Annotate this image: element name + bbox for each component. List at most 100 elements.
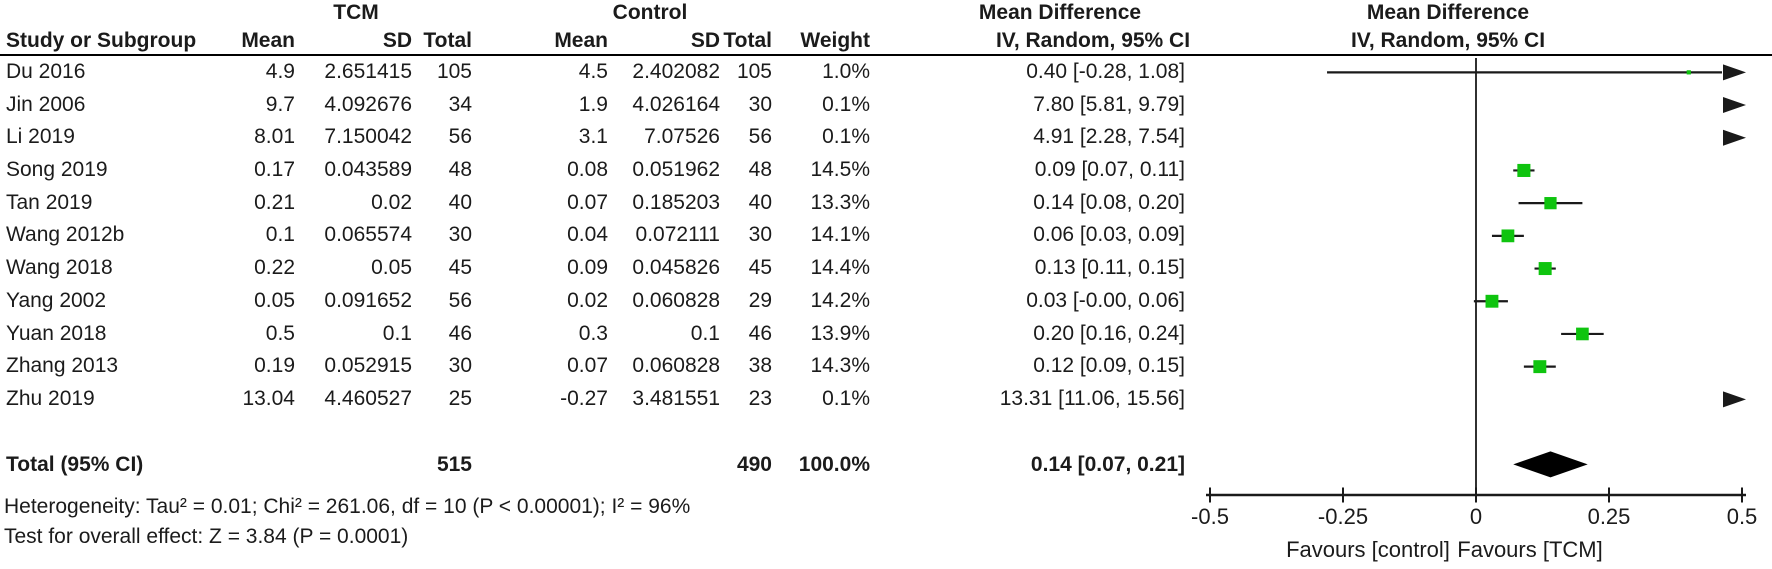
cell-mean-tcm: 9.7 bbox=[265, 92, 295, 116]
cell-study: Yang 2002 bbox=[6, 288, 107, 312]
cell-total-tcm: 25 bbox=[448, 386, 472, 410]
summary-diamond bbox=[1513, 451, 1588, 478]
cell-study: Jin 2006 bbox=[6, 92, 86, 116]
cell-weight: 14.3% bbox=[810, 354, 870, 378]
cell-study: Zhang 2013 bbox=[6, 354, 119, 378]
cell-sd-tcm: 4.092676 bbox=[324, 92, 412, 116]
cell-ci: 0.12 [0.09, 0.15] bbox=[1033, 354, 1185, 378]
column-header-row: Study or Subgroup Mean SD Total Mean SD … bbox=[0, 26, 1185, 56]
cell-total-tcm: 46 bbox=[448, 321, 472, 345]
cell-sd-control: 0.060828 bbox=[632, 354, 720, 378]
cell-weight: 0.1% bbox=[822, 92, 870, 116]
cell-mean-tcm: 13.04 bbox=[242, 386, 295, 410]
group-header-control: Control bbox=[612, 1, 688, 24]
offscale-arrowhead bbox=[1723, 391, 1746, 408]
cell-total-tcm: 45 bbox=[448, 256, 472, 280]
cell-total-control: 30 bbox=[748, 92, 772, 116]
cell-sd-tcm: 4.460527 bbox=[324, 386, 412, 410]
col-header-ci-plot: IV, Random, 95% CI bbox=[1350, 29, 1546, 52]
cell-weight: 14.1% bbox=[810, 223, 870, 247]
effect-size-square bbox=[1517, 163, 1531, 177]
cell-total-tcm: 30 bbox=[448, 223, 472, 247]
col-header-ci-table: IV, Random, 95% CI bbox=[995, 29, 1191, 52]
offscale-arrowhead bbox=[1723, 97, 1746, 114]
effect-size-square bbox=[1686, 70, 1691, 75]
total-control-n: 490 bbox=[736, 453, 772, 476]
effect-size-square bbox=[1485, 294, 1499, 308]
cell-mean-control: 0.07 bbox=[567, 190, 608, 214]
table-row: Wang 2012b 0.1 0.065574 30 0.04 0.072111 30 14.… bbox=[0, 219, 1185, 252]
cell-mean-tcm: 0.22 bbox=[254, 256, 295, 280]
table-row: Song 2019 0.17 0.043589 48 0.08 0.051962 48 14.… bbox=[0, 154, 1185, 187]
cell-weight: 13.9% bbox=[810, 321, 870, 345]
cell-sd-control: 7.07526 bbox=[644, 125, 720, 149]
effect-size-square bbox=[1544, 197, 1557, 210]
cell-study: Song 2019 bbox=[6, 158, 108, 182]
axis-tick-label: -0.25 bbox=[1318, 504, 1368, 529]
favours-control-label: Favours [control] bbox=[1286, 537, 1450, 562]
total-ci: 0.14 [0.07, 0.21] bbox=[1030, 453, 1185, 476]
cell-sd-control: 0.051962 bbox=[632, 158, 720, 182]
cell-ci: 4.91 [2.28, 7.54] bbox=[1033, 125, 1185, 149]
col-header-total-tcm: Total bbox=[423, 29, 472, 52]
col-header-total-control: Total bbox=[723, 29, 772, 52]
study-rows: Du 2016 4.9 2.651415 105 4.5 2.402082 105 1.0% 0… bbox=[0, 56, 1185, 416]
cell-weight: 14.2% bbox=[810, 288, 870, 312]
cell-sd-tcm: 2.651415 bbox=[324, 60, 412, 83]
cell-mean-control: -0.27 bbox=[560, 386, 608, 410]
total-tcm-n: 515 bbox=[436, 453, 472, 476]
cell-sd-control: 0.185203 bbox=[632, 190, 720, 214]
cell-sd-tcm: 7.150042 bbox=[324, 125, 412, 149]
cell-sd-control: 0.045826 bbox=[632, 256, 720, 280]
table-row: Tan 2019 0.21 0.02 40 0.07 0.185203 40 13.3% 0.1… bbox=[0, 187, 1185, 220]
cell-mean-tcm: 8.01 bbox=[254, 125, 295, 149]
cell-total-control: 46 bbox=[748, 321, 772, 345]
cell-ci: 13.31 [11.06, 15.56] bbox=[999, 386, 1185, 410]
cell-mean-tcm: 0.05 bbox=[254, 288, 295, 312]
cell-sd-control: 2.402082 bbox=[632, 60, 720, 83]
cell-total-tcm: 30 bbox=[448, 354, 472, 378]
offscale-arrowhead bbox=[1723, 129, 1746, 146]
total-label: Total (95% CI) bbox=[6, 453, 144, 476]
cell-weight: 0.1% bbox=[822, 125, 870, 149]
col-header-sd-control: SD bbox=[690, 29, 720, 52]
cell-total-control: 23 bbox=[748, 386, 772, 410]
cell-total-tcm: 40 bbox=[448, 190, 472, 214]
group-header-mean-difference-table: Mean Difference bbox=[978, 1, 1142, 24]
cell-weight: 14.5% bbox=[810, 158, 870, 182]
col-header-mean-control: Mean bbox=[554, 29, 608, 52]
cell-total-tcm: 34 bbox=[448, 92, 472, 116]
heterogeneity-text: Heterogeneity: Tau² = 0.01; Chi² = 261.0… bbox=[4, 495, 691, 518]
cell-mean-control: 0.3 bbox=[578, 321, 608, 345]
cell-study: Zhu 2019 bbox=[6, 386, 95, 410]
cell-total-tcm: 56 bbox=[448, 125, 472, 149]
cell-mean-tcm: 0.5 bbox=[265, 321, 295, 345]
cell-total-control: 48 bbox=[748, 158, 772, 182]
cell-mean-control: 1.9 bbox=[578, 92, 608, 116]
cell-weight: 13.3% bbox=[810, 190, 870, 214]
cell-mean-control: 0.07 bbox=[567, 354, 608, 378]
cell-weight: 1.0% bbox=[822, 60, 870, 83]
table-row: Yuan 2018 0.5 0.1 46 0.3 0.1 46 13.9% 0.20 [0.16… bbox=[0, 318, 1185, 351]
cell-sd-control: 0.060828 bbox=[632, 288, 720, 312]
cell-sd-tcm: 0.065574 bbox=[324, 223, 412, 247]
cell-ci: 0.40 [-0.28, 1.08] bbox=[1026, 60, 1185, 83]
cell-ci: 0.20 [0.16, 0.24] bbox=[1033, 321, 1185, 345]
cell-mean-control: 3.1 bbox=[578, 125, 608, 149]
col-header-weight: Weight bbox=[800, 29, 870, 52]
table-row: Zhu 2019 13.04 4.460527 25 -0.27 3.481551 23 0.… bbox=[0, 383, 1185, 416]
axis-tick-label: 0.5 bbox=[1727, 504, 1758, 529]
cell-study: Tan 2019 bbox=[6, 190, 93, 214]
ci-arrowhead bbox=[1723, 64, 1746, 81]
cell-sd-control: 0.072111 bbox=[635, 223, 720, 247]
effect-size-square bbox=[1576, 327, 1589, 341]
effect-size-square bbox=[1501, 229, 1515, 243]
cell-sd-control: 0.1 bbox=[690, 321, 720, 345]
cell-total-control: 56 bbox=[748, 125, 772, 149]
table-row: Du 2016 4.9 2.651415 105 4.5 2.402082 105 1.0% 0… bbox=[0, 56, 1185, 89]
cell-mean-tcm: 0.21 bbox=[254, 190, 295, 214]
cell-total-control: 29 bbox=[748, 288, 772, 312]
effect-size-square bbox=[1538, 262, 1552, 276]
cell-study: Du 2016 bbox=[6, 60, 86, 83]
